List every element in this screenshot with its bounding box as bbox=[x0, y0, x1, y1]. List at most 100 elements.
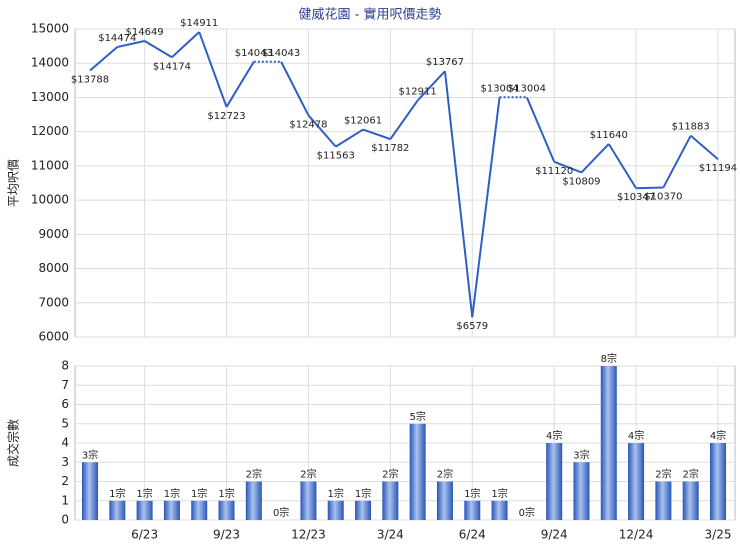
x-tick-label: 12/23 bbox=[291, 528, 326, 542]
y-tick-label: 8000 bbox=[38, 261, 69, 275]
line-segment bbox=[389, 99, 419, 140]
data-label: $12478 bbox=[289, 119, 327, 130]
data-label: 1宗 bbox=[109, 487, 125, 500]
data-label: $14911 bbox=[180, 18, 218, 29]
data-label: 1宗 bbox=[355, 487, 371, 500]
line-segment bbox=[144, 40, 173, 59]
x-tick-label: 12/24 bbox=[619, 528, 654, 542]
line-segment bbox=[553, 160, 582, 174]
y-tick-label: 9000 bbox=[38, 227, 69, 241]
bar bbox=[682, 481, 699, 520]
data-label: 1宗 bbox=[136, 487, 152, 500]
y-tick-label: 8 bbox=[61, 359, 69, 373]
data-label: $12723 bbox=[207, 111, 245, 122]
data-label: 5宗 bbox=[409, 410, 425, 423]
data-label: $14649 bbox=[126, 27, 164, 38]
bar bbox=[300, 481, 317, 520]
data-label: $13004 bbox=[508, 83, 546, 94]
line-segment bbox=[225, 61, 255, 108]
y-tick-label: 14000 bbox=[31, 56, 69, 70]
data-label: $10809 bbox=[562, 176, 600, 187]
bar bbox=[491, 500, 508, 520]
data-label: $12061 bbox=[344, 116, 382, 127]
y-tick-label: 15000 bbox=[31, 22, 69, 36]
y-axis-label: 成交宗數 bbox=[6, 419, 21, 467]
bar bbox=[109, 500, 126, 520]
data-label: 1宗 bbox=[164, 487, 180, 500]
data-label: 4宗 bbox=[546, 429, 562, 442]
line-segment bbox=[89, 46, 118, 72]
data-label: $6579 bbox=[456, 321, 488, 332]
x-tick-label: 6/23 bbox=[131, 528, 158, 542]
y-tick-label: 11000 bbox=[31, 158, 69, 172]
data-label: 3宗 bbox=[82, 448, 98, 461]
line-segment bbox=[198, 31, 228, 108]
data-label: $14043 bbox=[235, 48, 273, 59]
x-tick-label: 9/23 bbox=[213, 528, 240, 542]
bar bbox=[355, 500, 372, 520]
data-label: $14174 bbox=[153, 61, 191, 72]
data-label: 3宗 bbox=[573, 448, 589, 461]
line-segment bbox=[362, 128, 391, 141]
line-segment bbox=[443, 71, 474, 318]
data-label: 2宗 bbox=[437, 468, 453, 481]
bar bbox=[628, 443, 645, 520]
data-label: $11782 bbox=[371, 143, 409, 154]
data-label: 8宗 bbox=[601, 352, 617, 365]
y-axis-label: 平均呎價 bbox=[7, 159, 21, 207]
data-label: $11883 bbox=[672, 122, 710, 133]
bar bbox=[382, 481, 399, 520]
bar bbox=[191, 500, 208, 520]
x-tick-label: 9/24 bbox=[541, 528, 568, 542]
y-tick-label: 7 bbox=[61, 378, 69, 392]
data-label: 0宗 bbox=[273, 506, 289, 519]
data-label: $11563 bbox=[317, 151, 355, 162]
line-segment bbox=[171, 31, 200, 59]
data-label: 1宗 bbox=[491, 487, 507, 500]
line-segment bbox=[607, 143, 637, 189]
data-label: 1宗 bbox=[464, 487, 480, 500]
data-label: $11120 bbox=[535, 166, 573, 177]
data-label: $12911 bbox=[399, 86, 437, 97]
line-segment bbox=[580, 143, 610, 174]
x-tick-label: 3/25 bbox=[705, 528, 732, 542]
y-tick-label: 5 bbox=[61, 416, 69, 430]
y-tick-label: 12000 bbox=[31, 124, 69, 138]
line-segment bbox=[416, 70, 446, 102]
y-tick-label: 13000 bbox=[31, 90, 69, 104]
bar bbox=[82, 462, 98, 520]
line-segment bbox=[280, 61, 310, 116]
bar bbox=[163, 500, 180, 520]
data-label: 1宗 bbox=[328, 487, 344, 500]
chart-title: 健威花園 - 實用呎價走勢 bbox=[299, 7, 442, 23]
data-label: 0宗 bbox=[519, 506, 535, 519]
line-segment bbox=[662, 135, 692, 188]
bar bbox=[600, 366, 617, 520]
data-label: 2宗 bbox=[246, 468, 262, 481]
y-tick-label: 2 bbox=[61, 474, 69, 488]
x-tick-label: 3/24 bbox=[377, 528, 404, 542]
data-label: $13788 bbox=[71, 74, 109, 85]
data-label: $13767 bbox=[426, 57, 464, 68]
data-label: 1宗 bbox=[218, 487, 234, 500]
data-label: $14043 bbox=[262, 48, 300, 59]
line-segment bbox=[307, 114, 337, 148]
bar bbox=[436, 481, 453, 520]
bar bbox=[710, 443, 726, 520]
data-label: $14474 bbox=[98, 33, 136, 44]
data-label: $13004 bbox=[480, 83, 518, 94]
bar bbox=[546, 443, 563, 520]
data-label: 4宗 bbox=[628, 429, 644, 442]
data-label: 2宗 bbox=[655, 468, 671, 481]
bar bbox=[245, 481, 262, 520]
bar bbox=[327, 500, 344, 520]
x-tick-label: 6/24 bbox=[459, 528, 486, 542]
data-label: $11640 bbox=[590, 130, 628, 141]
data-label: 4宗 bbox=[710, 429, 726, 442]
bar bbox=[655, 481, 672, 520]
line-segment bbox=[690, 134, 719, 161]
line-segment bbox=[636, 186, 664, 190]
data-label: $10347 bbox=[617, 192, 655, 203]
y-tick-label: 6 bbox=[61, 397, 69, 411]
